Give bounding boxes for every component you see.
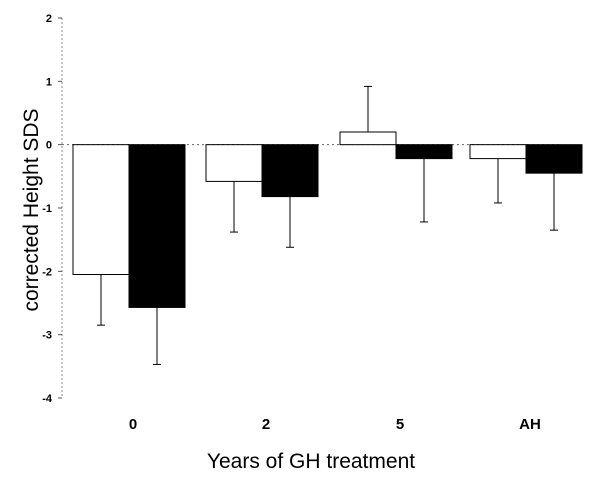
bar-2-black [261, 144, 319, 198]
y-tick-label: 2 [46, 13, 52, 25]
x-category-label: AH [519, 416, 541, 433]
bar-0-white [72, 144, 130, 275]
y-tick-label: -3 [42, 330, 52, 342]
bar-AH-black [525, 144, 583, 174]
bar-2-white [205, 144, 263, 182]
y-tick-label: -4 [42, 393, 53, 405]
bar-AH-white [469, 144, 527, 160]
y-tick-label: 0 [46, 140, 52, 152]
bar-series-group [72, 131, 583, 308]
error-bar-group [97, 85, 558, 365]
x-category-label: 0 [129, 416, 137, 433]
y-tick-label: -2 [42, 266, 52, 278]
x-axis-title: Years of GH treatment [207, 450, 415, 473]
y-axis: 2 1 0 -1 -2 -3 -4 [42, 13, 63, 405]
bar-0-black [128, 144, 186, 308]
y-axis-title: corrected Height SDS [20, 108, 43, 311]
x-category-label: 2 [262, 416, 270, 433]
bar-5-white [339, 131, 397, 146]
y-tick-label: -1 [42, 203, 52, 215]
bar-5-black [395, 144, 453, 160]
category-labels: 0 2 5 AH [129, 416, 541, 433]
y-tick-label: 1 [46, 76, 52, 88]
x-category-label: 5 [396, 416, 404, 433]
